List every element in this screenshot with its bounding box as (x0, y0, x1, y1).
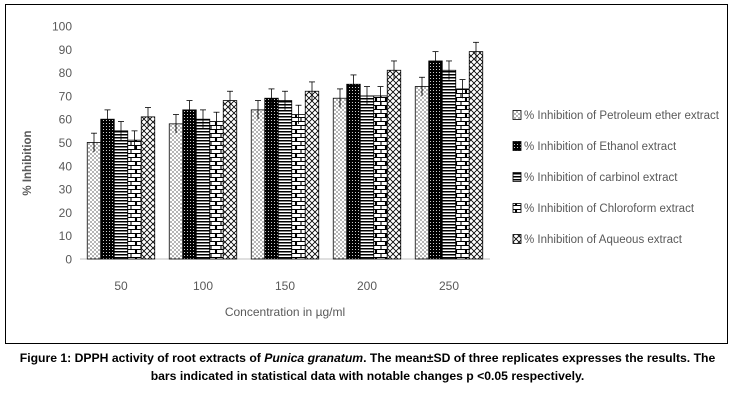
bar (332, 97, 348, 260)
x-tick-label: 200 (357, 279, 377, 293)
bar (428, 60, 443, 260)
bar (168, 123, 184, 260)
figure-caption: Figure 1: DPPH activity of root extracts… (8, 349, 727, 385)
bars (86, 51, 484, 260)
x-axis: 50 100 150 200 250 (80, 258, 490, 293)
caption-species: Punica granatum (264, 351, 364, 365)
bar (127, 139, 142, 260)
y-axis: 0 10 20 30 40 50 60 70 80 90 100 (52, 20, 72, 267)
y-tick-label: 30 (59, 183, 73, 197)
y-tick-label: 10 (59, 229, 73, 243)
bar (86, 142, 102, 260)
bar (182, 109, 197, 260)
y-tick-label: 100 (52, 20, 72, 34)
bar (264, 97, 279, 260)
x-tick-label: 250 (439, 279, 459, 293)
bar (113, 130, 129, 260)
y-tick-label: 20 (59, 206, 73, 220)
y-tick-label: 40 (59, 159, 73, 173)
bar (346, 83, 361, 260)
bar (140, 116, 156, 260)
legend-swatch (512, 141, 522, 151)
bar (100, 118, 115, 260)
bar (414, 86, 430, 260)
legend-label: % Inhibition of Chloroform extract (524, 203, 695, 215)
legend-label: % Inhibition of carbinol extract (524, 172, 678, 184)
legend: % Inhibition of Petroleum ether extract%… (512, 110, 720, 246)
x-tick-label: 50 (114, 279, 128, 293)
chart-frame: 0 10 20 30 40 50 60 70 80 90 100 50 100 150 200 250 % … (5, 4, 728, 344)
y-tick-label: 70 (59, 89, 73, 103)
bar (373, 95, 388, 260)
caption-prefix: Figure 1: DPPH activity of root extracts… (19, 351, 265, 365)
x-tick-label: 100 (193, 279, 213, 293)
x-axis-label: Concentration in µg/ml (225, 305, 345, 319)
legend-swatch (512, 203, 522, 213)
bar (455, 88, 470, 260)
bar (222, 100, 238, 260)
bar (250, 109, 266, 260)
bar (386, 69, 402, 260)
legend-label: % Inhibition of Petroleum ether extract (524, 110, 720, 122)
y-tick-label: 60 (59, 113, 73, 127)
error-bars (91, 41, 479, 152)
bar (195, 118, 211, 260)
bar-chart: 0 10 20 30 40 50 60 70 80 90 100 50 100 150 200 250 % … (22, 20, 720, 320)
bar (277, 100, 293, 260)
legend-swatch (512, 110, 522, 120)
bar (291, 114, 306, 260)
caption-suffix: . The mean±SD of three replicates expres… (150, 351, 716, 383)
y-tick-label: 90 (59, 43, 73, 57)
bar (209, 121, 224, 260)
bar (304, 90, 320, 260)
y-axis-label: % Inhibition (22, 130, 34, 195)
bar (359, 95, 375, 260)
legend-label: % Inhibition of Ethanol extract (524, 141, 677, 153)
legend-label: % Inhibition of Aqueous extract (524, 234, 683, 246)
x-tick-label: 150 (275, 279, 295, 293)
bar (468, 51, 484, 260)
legend-swatch (512, 234, 522, 244)
legend-swatch (512, 172, 522, 182)
bar (441, 69, 457, 260)
y-tick-label: 0 (65, 253, 72, 267)
y-tick-label: 50 (59, 136, 73, 150)
y-tick-label: 80 (59, 66, 73, 80)
